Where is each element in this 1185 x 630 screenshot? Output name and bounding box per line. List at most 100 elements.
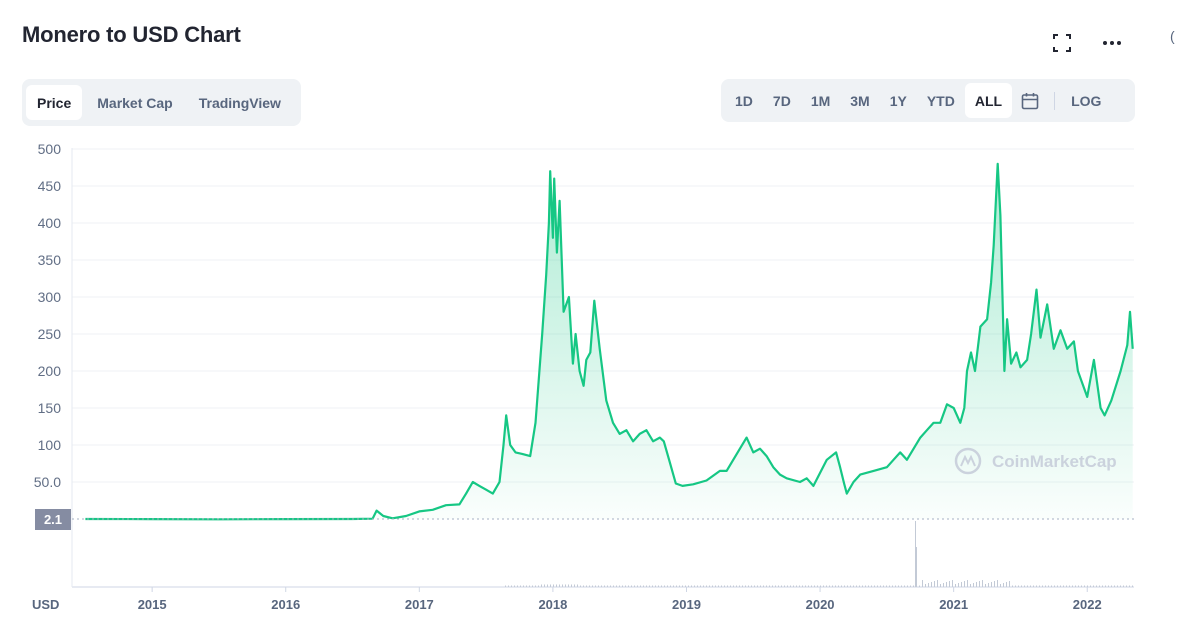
x-tick-label: 2020 bbox=[806, 597, 835, 612]
volume-bar bbox=[1027, 585, 1028, 587]
volume-bar bbox=[508, 585, 509, 587]
volume-bar bbox=[1036, 585, 1037, 587]
volume-bar bbox=[1051, 585, 1052, 587]
volume-bar bbox=[925, 584, 926, 587]
volume-bar bbox=[817, 585, 818, 587]
x-tick-label: 2017 bbox=[405, 597, 434, 612]
range-1y[interactable]: 1Y bbox=[889, 92, 907, 109]
volume-bar bbox=[664, 585, 665, 587]
time-range-selector: 1D 7D 1M 3M 1Y YTD ALL LOG bbox=[721, 79, 1135, 122]
range-1m[interactable]: 1M bbox=[810, 92, 831, 109]
volume-bar bbox=[562, 584, 563, 587]
fullscreen-icon[interactable] bbox=[1050, 32, 1074, 54]
volume-bar bbox=[997, 580, 998, 587]
volume-bar bbox=[946, 582, 947, 587]
volume-bar bbox=[670, 585, 671, 587]
volume-bar bbox=[631, 585, 632, 587]
volume-bar bbox=[805, 585, 806, 587]
volume-bar bbox=[982, 580, 983, 587]
volume-bar bbox=[1054, 585, 1055, 587]
volume-bar bbox=[871, 585, 872, 587]
range-3m[interactable]: 3M bbox=[850, 92, 870, 109]
volume-bar bbox=[901, 585, 902, 587]
volume-bar bbox=[886, 585, 887, 587]
volume-bar bbox=[961, 582, 962, 587]
volume-bar bbox=[883, 585, 884, 587]
volume-bar bbox=[1102, 585, 1103, 587]
volume-bars bbox=[505, 521, 1133, 587]
volume-bar bbox=[949, 581, 950, 587]
more-icon[interactable] bbox=[1100, 32, 1124, 54]
y-axis-ticks: 500 450 400 350 300 250 200 150 100 50.0 bbox=[34, 141, 61, 490]
volume-bar bbox=[520, 585, 521, 587]
volume-bar bbox=[913, 585, 914, 587]
volume-bar bbox=[952, 580, 953, 587]
volume-bar bbox=[679, 585, 680, 587]
volume-bar bbox=[1033, 585, 1034, 587]
volume-bar bbox=[916, 547, 917, 587]
volume-bar bbox=[676, 585, 677, 587]
volume-bar bbox=[1060, 585, 1061, 587]
volume-bar bbox=[751, 585, 752, 587]
volume-bar bbox=[697, 585, 698, 587]
volume-bar bbox=[1024, 585, 1025, 587]
volume-bar bbox=[1108, 585, 1109, 587]
calendar-icon[interactable] bbox=[1012, 83, 1048, 118]
range-all[interactable]: ALL bbox=[964, 83, 1013, 118]
volume-bar bbox=[778, 585, 779, 587]
range-1d[interactable]: 1D bbox=[735, 92, 753, 109]
volume-bar bbox=[1105, 585, 1106, 587]
volume-bar bbox=[598, 585, 599, 587]
range-7d[interactable]: 7D bbox=[772, 92, 791, 109]
volume-bar bbox=[625, 585, 626, 587]
volume-bar bbox=[841, 585, 842, 587]
volume-bar bbox=[556, 584, 557, 587]
tab-market-cap[interactable]: Market Cap bbox=[97, 94, 173, 111]
volume-bar bbox=[538, 585, 539, 587]
volume-bar bbox=[1072, 585, 1073, 587]
volume-bar bbox=[1090, 585, 1091, 587]
volume-bar bbox=[514, 585, 515, 587]
volume-bar bbox=[820, 585, 821, 587]
chart-type-tabs: Price Market Cap TradingView bbox=[22, 79, 301, 126]
volume-bar bbox=[838, 585, 839, 587]
volume-bar bbox=[1009, 581, 1010, 587]
volume-bar bbox=[850, 585, 851, 587]
volume-bar bbox=[745, 585, 746, 587]
volume-bar bbox=[1000, 584, 1001, 587]
volume-bar bbox=[976, 582, 977, 587]
volume-bar bbox=[769, 585, 770, 587]
tab-tradingview[interactable]: TradingView bbox=[198, 94, 281, 111]
volume-bar bbox=[898, 585, 899, 587]
y-tick-label: 400 bbox=[38, 215, 62, 231]
watermark-text: CoinMarketCap bbox=[992, 452, 1117, 471]
volume-bar bbox=[790, 585, 791, 587]
volume-bar bbox=[1117, 585, 1118, 587]
log-toggle[interactable]: LOG bbox=[1071, 92, 1102, 109]
volume-bar bbox=[577, 584, 578, 587]
volume-bar bbox=[673, 585, 674, 587]
volume-bar bbox=[721, 585, 722, 587]
volume-bar bbox=[856, 585, 857, 587]
volume-bar bbox=[766, 585, 767, 587]
volume-bar bbox=[658, 585, 659, 587]
y-tick-label: 250 bbox=[38, 326, 62, 342]
volume-bar bbox=[1078, 585, 1079, 587]
volume-bar bbox=[907, 585, 908, 587]
tab-price[interactable]: Price bbox=[26, 85, 83, 120]
volume-bar bbox=[919, 585, 920, 587]
volume-bar bbox=[895, 585, 896, 587]
volume-bar bbox=[823, 585, 824, 587]
volume-bar bbox=[802, 585, 803, 587]
current-price-label: 2.1 bbox=[44, 512, 62, 527]
range-ytd[interactable]: YTD bbox=[926, 92, 955, 109]
x-tick-label: 2022 bbox=[1073, 597, 1102, 612]
volume-bar bbox=[1081, 585, 1082, 587]
volume-bar bbox=[604, 585, 605, 587]
volume-bar bbox=[1111, 585, 1112, 587]
x-axis-ticks: 2015 2016 2017 2018 2019 2020 2021 2022 bbox=[138, 587, 1102, 612]
y-tick-label: 150 bbox=[38, 400, 62, 416]
x-tick-label: 2021 bbox=[939, 597, 968, 612]
volume-bar bbox=[979, 581, 980, 587]
